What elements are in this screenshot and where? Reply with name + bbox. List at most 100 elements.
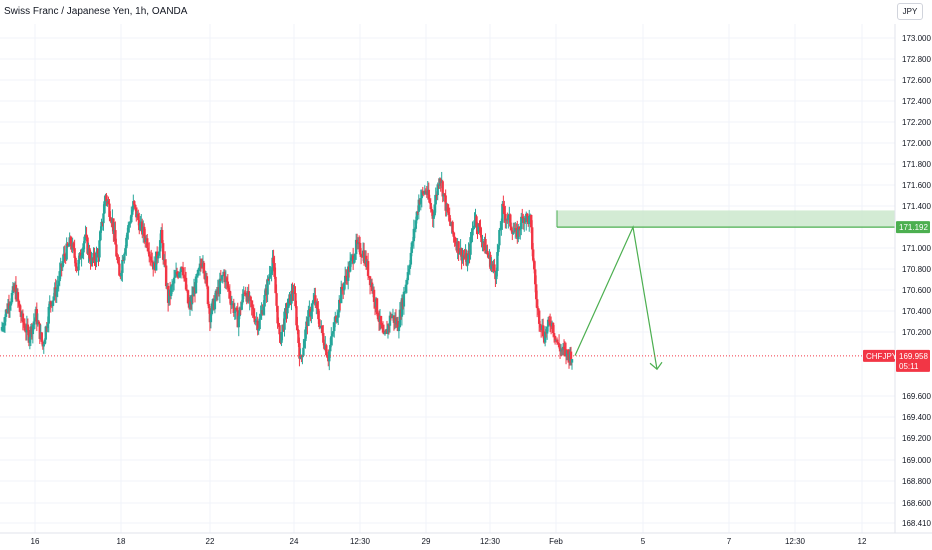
candle-body [528,215,531,225]
candle-body [131,209,134,215]
candle-body [517,226,520,240]
candle-body [129,222,132,224]
candle-body [380,324,384,328]
candle-body [321,325,324,334]
countdown-label: 05:11 [899,362,919,371]
candle-body [415,211,419,221]
candle-body [501,203,504,223]
candle-body [182,275,186,277]
chart-title: Swiss Franc / Japanese Yen, 1h, OANDA [4,6,188,17]
candle-body [408,264,412,269]
candle-body [499,229,502,231]
candle-body [83,236,86,244]
candle-body [569,351,573,363]
candle-body [477,223,480,232]
candle-body [137,213,140,221]
candle-body [333,322,336,332]
candle-body [278,325,281,335]
candle-body [59,263,62,272]
candle-body [196,269,200,276]
candle-body [123,253,126,261]
candle-body [233,311,236,314]
candle-body [148,251,151,257]
projection-path[interactable] [574,225,658,370]
candle-body [348,260,352,272]
candle-body [471,228,474,236]
currency-button[interactable]: JPY [897,3,923,20]
candle-body [41,341,44,347]
candle-body [405,280,409,285]
candle-body [186,290,190,304]
candle-body [358,242,362,255]
candle-body [433,204,436,216]
price-tick-label: 171.400 [902,202,931,211]
candle-body [431,211,434,219]
candle-body [202,262,206,273]
candle-body [228,290,232,299]
candle-body [82,243,85,253]
time-tick-label: 29 [422,537,431,546]
candle-body [497,245,500,253]
candle-body [253,316,256,323]
candle-body [413,228,417,230]
candle-body [531,227,534,250]
candle-body [416,211,420,213]
candle-body [163,259,167,266]
candle-body [430,209,433,212]
candle-body [307,310,310,326]
candle-body [357,242,361,244]
candle-body [256,320,259,331]
time-tick-label: Feb [549,537,563,546]
candle-body [151,260,154,262]
candle-body [273,263,276,277]
candle-body [240,302,243,310]
candle-body [100,221,103,231]
candle-body [121,259,124,273]
candle-body [267,278,270,280]
candle-body [453,236,456,243]
candle-body [249,296,252,301]
candle-body [181,267,185,276]
candle-body [10,293,14,303]
candle-body [545,326,549,334]
candle-body [198,263,202,268]
price-tick-label: 171.000 [902,244,931,253]
candle-body [530,214,533,228]
candle-body [232,303,235,314]
candle-body [432,215,435,219]
time-tick-label: 24 [290,537,299,546]
supply-zone-box[interactable] [557,210,895,228]
candle-body [396,321,400,332]
candle-body [195,275,199,277]
candle-body [490,264,493,269]
time-tick-label: 18 [117,537,126,546]
candle-body [252,309,255,317]
candle-body [434,194,437,205]
candle-body [372,289,376,302]
candle-body [533,269,537,285]
candle-body [185,289,189,291]
candle-body [73,248,76,258]
candle-body [262,306,265,315]
price-tick-label: 168.800 [902,477,931,486]
candle-body [156,255,160,259]
candle-body [61,261,64,268]
candle-body [107,201,110,204]
candle-body [177,273,181,277]
candle-body [486,250,489,255]
candle-body [570,359,574,363]
candle-body [457,241,460,255]
candle-body [199,263,203,266]
candle-body [90,258,93,264]
price-tick-label: 171.800 [902,160,931,169]
candle-body [95,251,98,263]
candle-body [566,350,570,354]
candle-body [35,309,39,325]
arrowhead-icon [649,361,663,371]
candle-body [421,191,424,193]
candle-body [423,190,426,194]
candle-body [515,228,518,230]
time-tick-label: 12 [858,537,867,546]
price-tick-label: 172.000 [902,139,931,148]
